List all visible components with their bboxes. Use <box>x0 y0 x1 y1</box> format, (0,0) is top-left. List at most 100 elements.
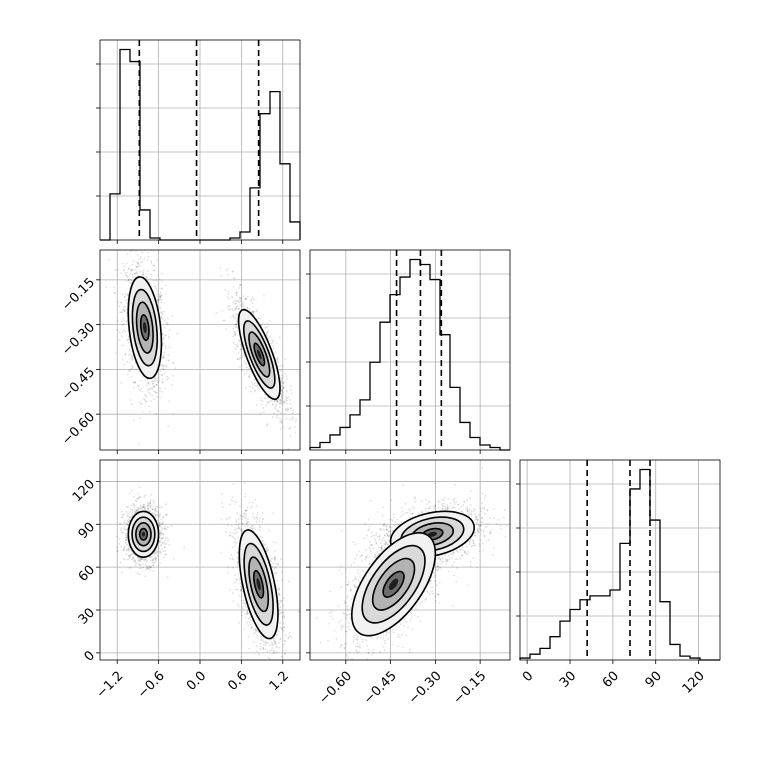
sample-point <box>131 273 134 276</box>
sample-point <box>290 636 293 639</box>
sample-point <box>294 420 297 423</box>
sample-point <box>280 421 283 424</box>
sample-point <box>266 401 269 404</box>
sample-point <box>228 534 231 537</box>
sample-point <box>131 359 134 361</box>
sample-point <box>246 370 248 372</box>
sample-point <box>285 417 288 420</box>
sample-point <box>262 647 265 649</box>
sample-point <box>229 531 232 534</box>
sample-point <box>155 552 158 554</box>
sample-point <box>136 572 139 574</box>
sample-point <box>232 270 235 273</box>
sample-point <box>277 410 280 413</box>
sample-point <box>128 555 131 557</box>
sample-point <box>231 557 234 560</box>
sample-point <box>127 267 130 270</box>
sample-point <box>163 516 166 519</box>
sample-point <box>245 606 247 609</box>
sample-point <box>141 563 144 566</box>
sample-point <box>132 552 134 555</box>
sample-point <box>162 533 165 536</box>
sample-point <box>122 513 125 516</box>
sample-point <box>253 390 256 393</box>
sample-point <box>239 284 242 286</box>
sample-point <box>134 381 136 384</box>
sample-point <box>161 374 164 377</box>
sample-point <box>144 393 147 396</box>
sample-point <box>129 510 132 513</box>
sample-point <box>245 509 248 511</box>
sample-point <box>271 566 274 568</box>
sample-point <box>146 379 149 381</box>
sample-point <box>138 557 140 559</box>
sample-point <box>282 387 285 390</box>
sample-point <box>277 592 280 594</box>
sample-point <box>128 278 130 281</box>
sample-point <box>256 634 258 637</box>
sample-point <box>164 513 167 516</box>
sample-point <box>144 378 147 381</box>
sample-point <box>132 557 134 559</box>
sample-point <box>144 575 147 578</box>
sample-point <box>143 503 146 506</box>
sample-point <box>140 507 142 509</box>
sample-point <box>143 257 146 260</box>
sample-point <box>282 386 285 389</box>
sample-point <box>232 316 235 318</box>
sample-point <box>134 362 137 365</box>
sample-point <box>159 562 161 565</box>
sample-point <box>126 339 128 342</box>
sample-point <box>272 345 275 348</box>
sample-point <box>132 381 135 384</box>
sample-point <box>151 561 154 564</box>
sample-point <box>163 320 166 322</box>
sample-point <box>136 509 138 512</box>
sample-point <box>253 378 256 381</box>
sample-point <box>222 319 225 322</box>
sample-point <box>131 264 134 266</box>
sample-point <box>160 272 163 275</box>
panel-frame <box>99 249 301 451</box>
sample-point <box>161 373 164 376</box>
sample-point <box>139 402 142 405</box>
sample-point <box>155 384 158 387</box>
sample-point <box>138 563 141 566</box>
sample-point <box>142 506 145 509</box>
sample-point <box>160 543 163 546</box>
sample-point <box>118 542 121 545</box>
sample-point <box>254 389 256 392</box>
sample-point <box>137 385 140 388</box>
sample-point <box>150 493 153 496</box>
sample-point <box>271 558 273 560</box>
sample-point <box>105 286 107 288</box>
sample-point <box>152 390 155 392</box>
sample-point <box>249 386 252 388</box>
sample-point <box>159 296 161 299</box>
sample-point <box>153 553 156 555</box>
sample-point <box>142 566 145 569</box>
sample-point <box>138 442 140 445</box>
sample-point <box>281 389 284 391</box>
sample-point <box>168 359 171 361</box>
sample-point <box>241 528 244 531</box>
sample-point <box>280 420 283 423</box>
sample-point <box>250 298 253 301</box>
sample-point <box>279 663 281 665</box>
sample-point <box>285 378 288 380</box>
sample-point <box>128 567 131 569</box>
sample-point <box>155 383 158 386</box>
sample-point <box>124 305 127 308</box>
sample-point <box>119 529 122 531</box>
sample-point <box>141 507 143 509</box>
sample-point <box>127 338 130 341</box>
sample-point <box>248 374 251 377</box>
sample-point <box>161 381 164 384</box>
sample-point <box>139 564 142 567</box>
sample-point <box>164 553 167 556</box>
sample-point <box>132 514 134 517</box>
sample-point <box>139 557 142 560</box>
sample-point <box>237 305 240 308</box>
sample-point <box>123 519 126 522</box>
sample-point <box>160 299 163 301</box>
